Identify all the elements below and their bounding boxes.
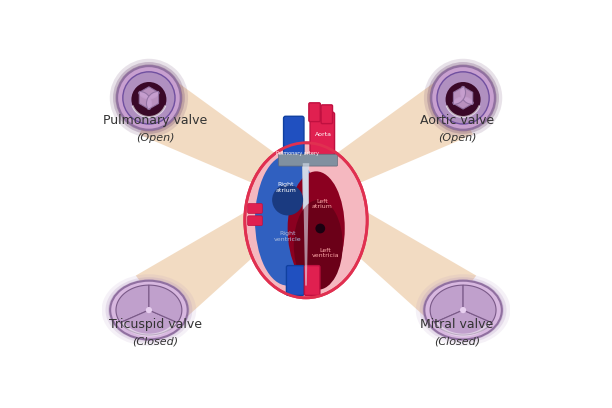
Circle shape: [110, 59, 188, 137]
Polygon shape: [463, 285, 496, 323]
Circle shape: [431, 66, 495, 130]
Ellipse shape: [102, 274, 196, 346]
Text: (Closed): (Closed): [434, 337, 480, 347]
Circle shape: [460, 307, 466, 313]
Ellipse shape: [294, 200, 343, 290]
Circle shape: [427, 62, 499, 134]
Ellipse shape: [288, 171, 345, 286]
Circle shape: [424, 59, 502, 137]
Polygon shape: [435, 310, 491, 335]
Circle shape: [272, 184, 303, 215]
Circle shape: [117, 66, 181, 130]
Text: Left
ventricia: Left ventricia: [312, 248, 340, 258]
Wedge shape: [453, 97, 474, 109]
Wedge shape: [146, 91, 159, 109]
Circle shape: [116, 64, 182, 131]
Wedge shape: [138, 87, 159, 99]
Ellipse shape: [420, 277, 507, 343]
Circle shape: [132, 82, 166, 117]
Circle shape: [430, 64, 496, 131]
FancyBboxPatch shape: [283, 116, 304, 165]
FancyBboxPatch shape: [304, 266, 320, 295]
Text: (Closed): (Closed): [132, 337, 178, 347]
FancyBboxPatch shape: [309, 103, 320, 122]
Circle shape: [123, 72, 175, 124]
Text: Pulmonary artery: Pulmonary artery: [277, 151, 319, 155]
Circle shape: [437, 72, 489, 124]
Polygon shape: [149, 285, 182, 323]
Circle shape: [315, 224, 325, 233]
FancyBboxPatch shape: [248, 216, 263, 226]
Circle shape: [446, 82, 480, 117]
Circle shape: [113, 62, 185, 134]
Polygon shape: [298, 181, 476, 328]
Ellipse shape: [245, 143, 367, 298]
Ellipse shape: [422, 279, 504, 341]
Ellipse shape: [105, 277, 192, 343]
Text: Aortic valve: Aortic valve: [420, 114, 494, 127]
Text: Tricuspid valve: Tricuspid valve: [108, 318, 201, 331]
Wedge shape: [461, 86, 472, 104]
Ellipse shape: [430, 285, 496, 335]
FancyBboxPatch shape: [248, 204, 263, 213]
Ellipse shape: [255, 155, 320, 286]
Polygon shape: [299, 78, 473, 203]
Polygon shape: [121, 310, 177, 335]
Polygon shape: [139, 78, 313, 203]
Polygon shape: [303, 163, 309, 286]
Circle shape: [146, 307, 152, 313]
Text: Pulmonary valve: Pulmonary valve: [103, 114, 207, 127]
FancyBboxPatch shape: [321, 105, 332, 124]
Polygon shape: [136, 181, 314, 328]
Text: Right
atrium: Right atrium: [275, 182, 296, 193]
Ellipse shape: [424, 281, 502, 339]
Wedge shape: [140, 91, 151, 109]
Ellipse shape: [108, 279, 190, 341]
FancyBboxPatch shape: [310, 112, 335, 165]
Ellipse shape: [416, 274, 510, 346]
Polygon shape: [302, 155, 310, 286]
Text: (Open): (Open): [136, 133, 174, 143]
Text: Aorta: Aorta: [315, 132, 332, 137]
Text: Right
ventricle: Right ventricle: [274, 231, 302, 242]
Ellipse shape: [110, 281, 188, 339]
Polygon shape: [116, 285, 149, 323]
Text: Left
atrium: Left atrium: [312, 199, 333, 209]
FancyBboxPatch shape: [278, 154, 337, 166]
Wedge shape: [453, 86, 466, 104]
Text: Mitral valve: Mitral valve: [420, 318, 494, 331]
Text: (Open): (Open): [438, 133, 476, 143]
FancyBboxPatch shape: [286, 266, 304, 295]
Ellipse shape: [116, 285, 182, 335]
Polygon shape: [430, 285, 463, 323]
